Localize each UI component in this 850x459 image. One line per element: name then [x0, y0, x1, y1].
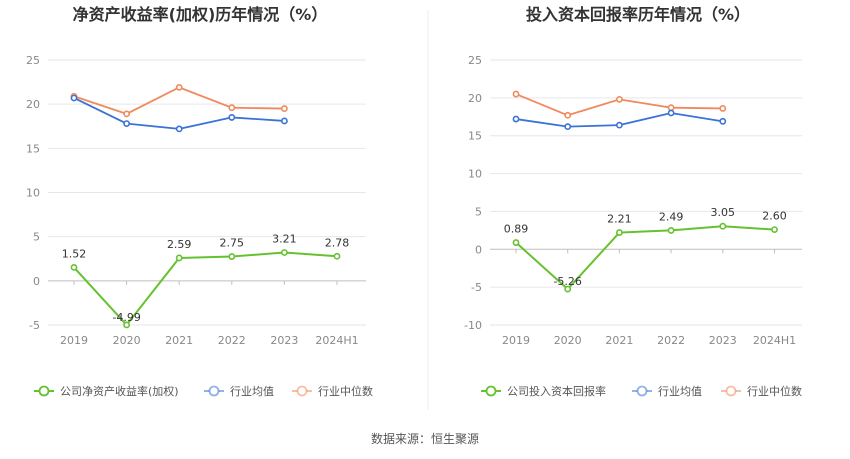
y-tick-label: 15: [468, 130, 482, 143]
legend-swatch-marker: [725, 385, 737, 397]
roe-legend-industry-avg[interactable]: 行业均值: [204, 385, 274, 398]
roe-legend-industry-median[interactable]: 行业中位数: [292, 384, 373, 398]
roe-company-point[interactable]: [280, 249, 288, 256]
y-tick-label: 0: [475, 243, 482, 256]
legend-label: 行业均值: [230, 385, 274, 398]
roic-chart: 投入资本回报率历年情况（%） -10 -5 0 5 10 15 20 25 2019 2020 2…: [464, 5, 802, 398]
data-label: 2.75: [220, 237, 245, 250]
y-tick-label: 0: [33, 275, 40, 288]
roe-company-point[interactable]: [175, 254, 183, 262]
x-tick-label: 2022: [657, 334, 685, 347]
x-tick-label: 2024H1: [753, 334, 796, 347]
roic-company-point[interactable]: [719, 222, 727, 230]
x-tick-label: 2019: [60, 334, 88, 347]
roic-legend-industry-median[interactable]: 行业中位数: [721, 384, 802, 398]
roe-company-point[interactable]: [333, 252, 341, 260]
y-tick-label: -5: [471, 281, 482, 294]
roic-company-point[interactable]: [616, 229, 623, 236]
roe-industry-median-line: [73, 86, 285, 115]
roic-company-point[interactable]: [564, 285, 572, 293]
roe-industry-avg-point[interactable]: [123, 120, 130, 127]
data-label: 3.05: [711, 206, 736, 219]
roic-company-point[interactable]: [771, 226, 778, 233]
roe-company-point[interactable]: [70, 264, 78, 271]
data-label: -4.99: [112, 311, 140, 324]
roic-industry-avg-point[interactable]: [512, 115, 520, 123]
y-tick-label: 25: [468, 54, 482, 67]
y-tick-label: 20: [26, 98, 40, 111]
y-tick-label: 5: [33, 231, 40, 244]
legend-label: 行业中位数: [318, 384, 373, 398]
roe-company-point[interactable]: [123, 321, 130, 329]
data-label: 2.60: [762, 210, 787, 223]
legend-label: 公司投入资本回报率: [507, 384, 606, 398]
roe-industry-median-point[interactable]: [228, 104, 236, 112]
data-source-note: 数据来源：恒生聚源: [371, 431, 479, 446]
roic-industry-median-point[interactable]: [616, 95, 623, 103]
roic-company-point[interactable]: [667, 227, 675, 234]
roic-industry-avg-point[interactable]: [616, 121, 623, 129]
legend-swatch-marker: [296, 385, 308, 397]
legend-swatch-marker: [636, 385, 648, 397]
roe-company-line: [73, 251, 338, 327]
roic-industry-median-point[interactable]: [512, 90, 520, 98]
roe-company-point[interactable]: [228, 253, 236, 260]
y-tick-label: 25: [26, 54, 40, 67]
legend-swatch-marker: [38, 385, 50, 397]
roic-company-line: [515, 225, 775, 291]
data-label: 2.59: [167, 238, 192, 251]
legend-swatch-marker: [208, 385, 220, 397]
roic-industry-avg-point[interactable]: [719, 117, 727, 125]
roic-industry-avg-point[interactable]: [667, 109, 675, 117]
data-label: -5.26: [553, 275, 581, 288]
legend-label: 公司净资产收益率(加权): [60, 384, 179, 398]
y-tick-label: -5: [29, 319, 40, 332]
x-tick-label: 2024H1: [315, 334, 358, 347]
y-tick-label: 15: [26, 142, 40, 155]
roe-industry-avg-point[interactable]: [70, 94, 78, 102]
y-tick-label: 10: [468, 168, 482, 181]
x-tick-label: 2020: [554, 334, 582, 347]
roic-legend-industry-avg[interactable]: 行业均值: [632, 385, 702, 398]
data-label: 3.21: [272, 232, 297, 245]
roic-industry-median-point[interactable]: [719, 105, 727, 112]
x-tick-label: 2023: [709, 334, 737, 347]
x-tick-label: 2022: [218, 334, 246, 347]
x-tick-label: 2019: [502, 334, 530, 347]
roic-legend-company[interactable]: 公司投入资本回报率: [481, 384, 606, 398]
roe-industry-avg-line: [73, 97, 285, 130]
roe-industry-avg-point[interactable]: [280, 117, 288, 125]
x-tick-label: 2020: [113, 334, 141, 347]
roe-industry-median-point[interactable]: [280, 105, 288, 112]
x-tick-label: 2021: [165, 334, 193, 347]
y-tick-label: -10: [464, 319, 482, 332]
data-label: 2.21: [607, 213, 632, 226]
y-tick-label: 5: [475, 205, 482, 218]
legend-label: 行业中位数: [747, 384, 802, 398]
legend-swatch-marker: [485, 385, 497, 397]
roic-chart-title: 投入资本回报率历年情况（%）: [526, 5, 750, 24]
roe-industry-median-point[interactable]: [175, 83, 183, 91]
data-label: 1.52: [62, 247, 87, 260]
legend-label: 行业均值: [658, 385, 702, 398]
y-tick-label: 10: [26, 187, 40, 200]
roe-industry-avg-point[interactable]: [175, 125, 183, 133]
roic-industry-median-point[interactable]: [667, 104, 675, 112]
data-label: 0.89: [504, 223, 529, 236]
roe-industry-median-point[interactable]: [123, 110, 130, 118]
data-label: 2.78: [325, 236, 350, 249]
roic-industry-median-point[interactable]: [564, 111, 572, 119]
roic-industry-avg-point[interactable]: [564, 123, 572, 131]
data-label: 2.49: [659, 210, 684, 223]
roic-company-point[interactable]: [512, 239, 520, 246]
x-tick-label: 2021: [605, 334, 633, 347]
y-tick-label: 20: [468, 92, 482, 105]
roe-chart: 净资产收益率(加权)历年情况（%） -5 0 5 10 15 20 25 2019 2020 2…: [26, 5, 373, 398]
roe-industry-avg-point[interactable]: [228, 114, 236, 121]
roe-legend-company[interactable]: 公司净资产收益率(加权): [34, 384, 179, 398]
roe-chart-title: 净资产收益率(加权)历年情况（%）: [73, 5, 328, 24]
x-tick-label: 2023: [270, 334, 298, 347]
